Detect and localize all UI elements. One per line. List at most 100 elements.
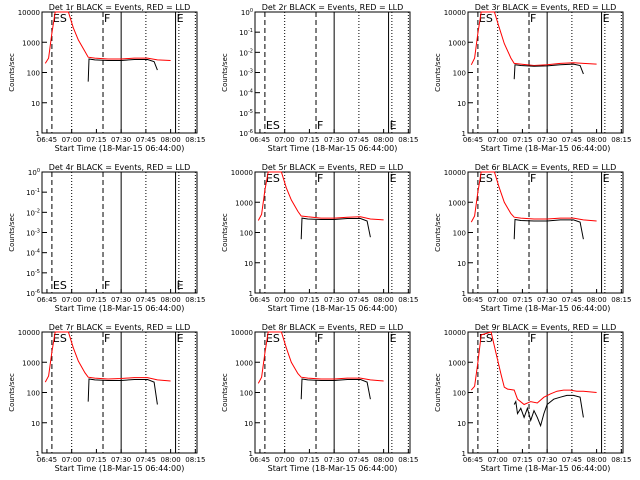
marker-label-es: ES xyxy=(53,12,67,25)
y-tick-exponent: -6 xyxy=(248,129,253,135)
y-tick-exponent: -3 xyxy=(35,229,40,235)
series-events xyxy=(513,218,584,240)
y-tick-exponent: -4 xyxy=(248,89,253,95)
y-tick-label: 100 xyxy=(28,168,40,177)
y-tick-label: 1000 xyxy=(448,199,466,207)
y-tick-label: 10-1 xyxy=(26,188,40,197)
x-tick-label: 08:15 xyxy=(398,456,418,464)
y-tick-label: 1 xyxy=(249,290,253,298)
x-tick-label: 07:00 xyxy=(488,296,508,304)
marker-label-es: ES xyxy=(479,12,493,25)
marker-label-e: E xyxy=(603,172,610,185)
y-axis-label: Counts/sec xyxy=(221,213,229,252)
y-axis-label: Counts/sec xyxy=(8,373,16,412)
x-tick-label: 07:00 xyxy=(62,136,82,144)
y-tick-label: 1000 xyxy=(22,359,40,367)
y-axis-label: Counts/sec xyxy=(434,213,442,252)
y-tick-label: 10000 xyxy=(444,9,466,17)
x-tick-label: 08:00 xyxy=(161,296,181,304)
x-tick-label: 06:45 xyxy=(250,456,270,464)
y-tick-label: 100 xyxy=(453,390,466,398)
y-axis-label: Counts/sec xyxy=(434,53,442,92)
series-events xyxy=(300,217,371,240)
marker-label-e: E xyxy=(177,279,184,292)
y-tick-label: 100 xyxy=(453,230,466,238)
y-tick-label: 10 xyxy=(31,420,40,428)
x-tick-label: 07:30 xyxy=(111,456,131,464)
y-tick-label: 10-4 xyxy=(26,249,40,258)
y-tick-label: 10 xyxy=(457,420,466,428)
y-tick-label: 1 xyxy=(462,450,466,458)
y-tick-label: 10-3 xyxy=(26,229,40,238)
marker-label-e: E xyxy=(390,172,397,185)
panel-title: Det 9r BLACK = Events, RED = LLD xyxy=(475,323,617,332)
x-tick-label: 07:30 xyxy=(111,296,131,304)
series-lld xyxy=(470,11,597,67)
y-tick-label: 100 xyxy=(453,70,466,78)
marker-label-f: F xyxy=(530,172,536,185)
y-tick-exponent: -4 xyxy=(35,249,40,255)
x-tick-label: 08:00 xyxy=(374,136,394,144)
x-tick-label: 07:00 xyxy=(488,456,508,464)
x-tick-label: 07:15 xyxy=(512,296,532,304)
x-tick-label: 07:30 xyxy=(324,456,344,464)
y-tick-label: 10-2 xyxy=(26,208,40,217)
x-tick-label: 07:00 xyxy=(62,296,82,304)
plot-frame xyxy=(254,171,411,294)
series-lld xyxy=(470,331,597,406)
x-tick-label: 07:45 xyxy=(562,456,582,464)
plot-frame xyxy=(254,331,411,454)
marker-label-f: F xyxy=(317,119,323,132)
marker-label-f: F xyxy=(104,279,110,292)
y-tick-label: 1000 xyxy=(448,359,466,367)
marker-label-e: E xyxy=(177,332,184,345)
series-events xyxy=(87,378,158,405)
marker-label-es: ES xyxy=(266,172,280,185)
marker-label-f: F xyxy=(317,332,323,345)
x-tick-label: 06:45 xyxy=(37,136,57,144)
x-tick-label: 07:45 xyxy=(349,456,369,464)
y-tick-label: 1 xyxy=(36,450,40,458)
x-tick-label: 06:45 xyxy=(463,456,483,464)
marker-label-f: F xyxy=(530,12,536,25)
x-tick-label: 07:00 xyxy=(62,456,82,464)
x-tick-label: 06:45 xyxy=(250,136,270,144)
y-tick-label: 1 xyxy=(462,130,466,138)
x-tick-label: 07:00 xyxy=(275,456,295,464)
series-lld xyxy=(257,331,384,384)
x-tick-label: 07:30 xyxy=(324,296,344,304)
series-events xyxy=(513,394,584,428)
y-tick-label: 10-3 xyxy=(239,69,253,78)
x-tick-label: 08:00 xyxy=(374,296,394,304)
plot-frame xyxy=(41,171,198,294)
marker-label-es: ES xyxy=(266,119,280,132)
y-tick-label: 10 xyxy=(457,260,466,268)
x-tick-label: 08:00 xyxy=(587,136,607,144)
y-tick-label: 10-1 xyxy=(239,28,253,37)
y-tick-label: 1 xyxy=(462,290,466,298)
y-tick-label: 10-6 xyxy=(239,129,253,138)
y-tick-label: 10 xyxy=(244,260,253,268)
y-tick-label: 100 xyxy=(241,8,253,17)
x-tick-label: 07:15 xyxy=(86,136,106,144)
x-tick-label: 08:15 xyxy=(185,456,205,464)
x-tick-label: 07:15 xyxy=(299,456,319,464)
x-tick-label: 06:45 xyxy=(463,296,483,304)
x-tick-label: 08:15 xyxy=(185,136,205,144)
x-axis-label: Start Time (18-Mar-15 06:44:00) xyxy=(55,144,185,153)
y-tick-label: 10000 xyxy=(444,329,466,337)
x-tick-label: 08:15 xyxy=(185,296,205,304)
x-tick-label: 07:45 xyxy=(136,456,156,464)
x-tick-label: 07:45 xyxy=(136,296,156,304)
y-tick-label: 1 xyxy=(249,450,253,458)
x-tick-label: 07:45 xyxy=(349,136,369,144)
panel-title: Det 2r BLACK = Events, RED = LLD xyxy=(262,3,404,12)
marker-label-es: ES xyxy=(53,279,67,292)
y-tick-label: 10000 xyxy=(444,169,466,177)
y-tick-label: 10 xyxy=(31,100,40,108)
y-tick-label: 100 xyxy=(27,70,40,78)
marker-label-f: F xyxy=(317,172,323,185)
plot-frame xyxy=(41,331,198,454)
